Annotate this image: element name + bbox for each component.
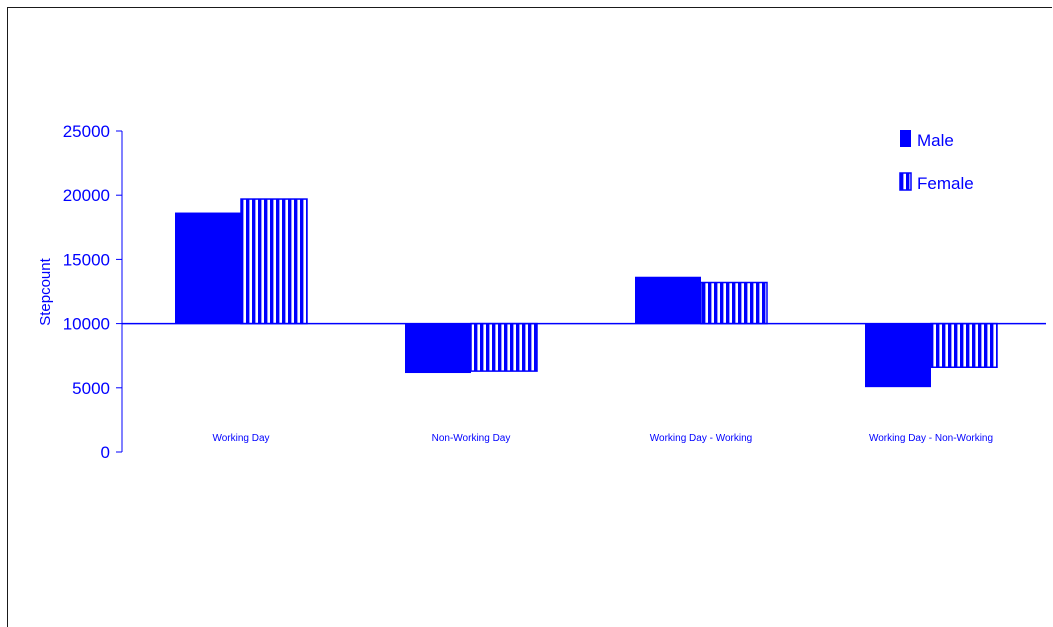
y-tick-label: 10000 xyxy=(63,315,110,334)
legend-label: Female xyxy=(917,174,974,193)
legend-swatch-male xyxy=(900,130,911,147)
category-label: Working Day xyxy=(212,433,269,444)
y-tick-label: 15000 xyxy=(63,250,110,269)
category-label: Working Day - Non-Working xyxy=(869,433,993,444)
y-tick-label: 0 xyxy=(101,443,110,462)
y-axis-title: Stepcount xyxy=(37,257,54,325)
category-labels: Working Day Non-Working Day Working Day - … xyxy=(212,433,993,444)
legend: Male Female xyxy=(899,130,974,193)
legend-swatch-female xyxy=(899,172,912,191)
y-axis: 0 5000 10000 15000 20000 25000 xyxy=(63,122,123,462)
legend-label: Male xyxy=(917,131,954,150)
bar-male-3 xyxy=(865,323,931,388)
bar-female-2 xyxy=(700,281,768,325)
bars xyxy=(175,198,998,388)
y-tick-label: 5000 xyxy=(72,379,110,398)
category-label: Working Day - Working xyxy=(650,433,752,444)
y-tick-label: 20000 xyxy=(63,186,110,205)
bar-female-1 xyxy=(470,322,538,372)
bar-male-1 xyxy=(405,323,471,374)
category-label: Non-Working Day xyxy=(432,433,511,444)
bar-female-0 xyxy=(240,198,308,325)
y-tick-label: 25000 xyxy=(63,122,110,141)
bar-male-0 xyxy=(175,212,241,324)
bar-male-2 xyxy=(635,276,701,324)
bar-female-3 xyxy=(930,322,998,369)
